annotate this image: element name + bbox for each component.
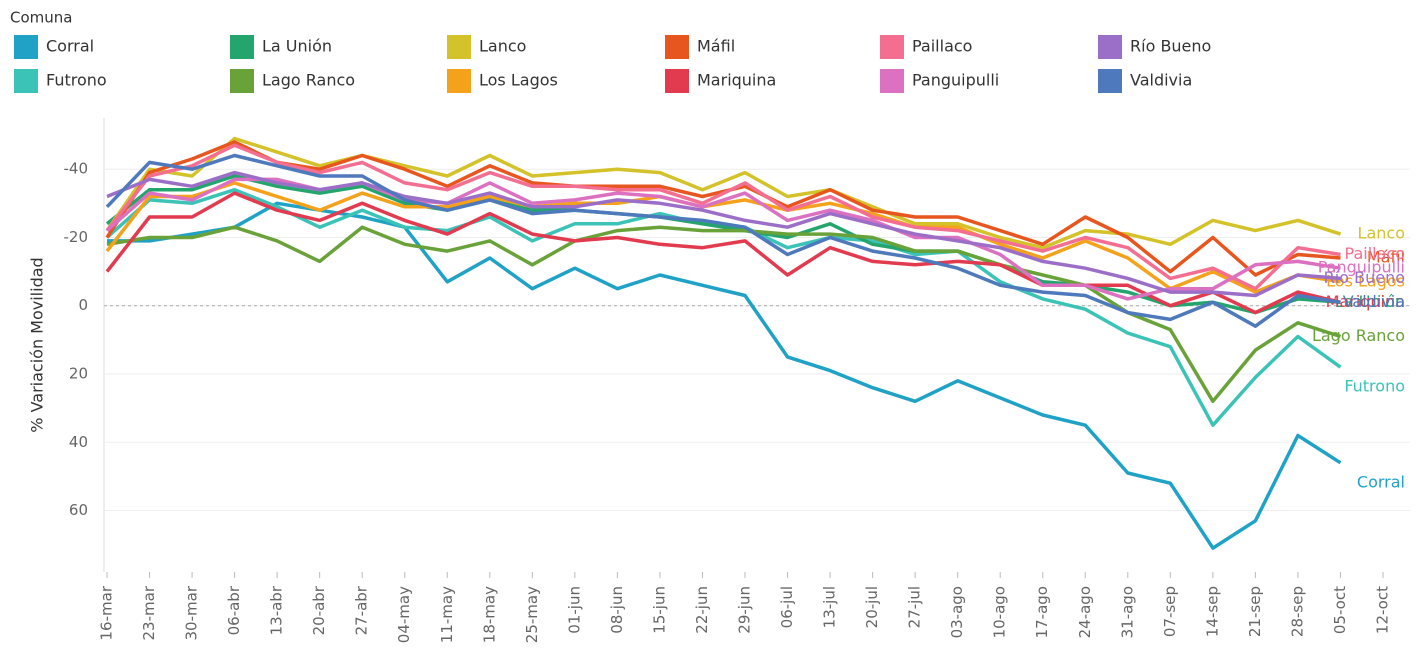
series-line (105, 181, 1341, 294)
series-end-label: Los Lagos (1326, 271, 1405, 290)
y-tick-label: 60 (69, 501, 88, 519)
series-end-label: Corral (1357, 472, 1405, 491)
x-tick-label: 01-jun (565, 586, 583, 634)
x-tick-label: 11-may (438, 586, 456, 643)
x-tick-label: 14-sep (1203, 586, 1221, 637)
legend-swatch (665, 69, 689, 93)
x-tick-label: 04-may (395, 586, 413, 643)
x-tick-label: 15-jun (650, 586, 668, 634)
x-tick-label: 20-abr (310, 585, 328, 635)
series-end-label: Mariquina (1326, 292, 1405, 311)
series-end-label: Valdivia (1343, 292, 1405, 311)
x-tick-label: 05-oct (1331, 586, 1349, 634)
legend-label: Panguipulli (912, 71, 999, 90)
series-end-label: La Unión (1335, 292, 1405, 311)
legend-label: Mariquina (697, 71, 776, 90)
x-tick-label: 12-oct (1374, 586, 1392, 634)
series-line (106, 170, 1341, 298)
legend-swatch (665, 35, 689, 59)
legend-label: Paillaco (912, 37, 972, 56)
series-line (105, 136, 1342, 250)
series-line (106, 225, 1342, 404)
series-end-label: Lanco (1358, 224, 1405, 243)
x-tick-label: 03-ago (948, 586, 966, 638)
series-end-label: Panguipulli (1318, 258, 1405, 277)
x-tick-label: 10-ago (991, 586, 1009, 638)
legend-swatch (447, 69, 471, 93)
x-tick-label: 23-mar (140, 585, 158, 640)
x-tick-label: 07-sep (1161, 586, 1179, 637)
legend-label: Lago Ranco (262, 71, 355, 90)
x-tick-label: 25-may (523, 586, 541, 643)
x-tick-label: 13-jul (821, 586, 839, 628)
x-tick-label: 13-abr (268, 585, 286, 635)
y-tick-label: 40 (69, 433, 88, 451)
series-line (105, 191, 1341, 315)
x-tick-label: 27-abr (353, 585, 371, 635)
x-tick-label: 28-sep (1288, 586, 1306, 637)
series-line (105, 153, 1341, 328)
x-tick-label: 31-ago (1118, 586, 1136, 638)
legend-label: Lanco (479, 37, 526, 56)
y-tick-label: 20 (69, 365, 88, 383)
x-tick-label: 27-jul (906, 586, 924, 628)
x-tick-label: 24-ago (1076, 586, 1094, 638)
x-tick-label: 20-jul (863, 586, 881, 628)
series-end-label: Máfil (1367, 247, 1405, 266)
series-end-label: Lago Ranco (1312, 326, 1405, 345)
y-tick-label: 0 (78, 296, 88, 314)
x-tick-label: 06-jul (778, 586, 796, 628)
legend-label: La Unión (262, 37, 332, 56)
y-tick-label: -20 (64, 228, 89, 246)
series-line (105, 140, 1341, 277)
legend-title: Comuna (10, 9, 72, 27)
series-line (105, 143, 1341, 291)
legend-swatch (880, 69, 904, 93)
x-tick-label: 22-jun (693, 586, 711, 634)
legend-label: Los Lagos (479, 71, 558, 90)
legend-swatch (1098, 35, 1122, 59)
x-tick-label: 06-abr (225, 585, 243, 635)
legend-swatch (230, 35, 254, 59)
x-tick-label: 30-mar (183, 585, 201, 640)
x-tick-label: 18-may (480, 586, 498, 643)
legend-swatch (447, 35, 471, 59)
x-tick-label: 29-jun (736, 586, 754, 634)
series-line (107, 201, 1342, 550)
x-tick-label: 17-ago (1033, 586, 1051, 638)
legend-label: Río Bueno (1130, 37, 1211, 56)
x-tick-label: 16-mar (98, 585, 116, 640)
y-tick-label: -40 (64, 160, 89, 178)
legend-swatch (14, 69, 38, 93)
x-tick-label: 08-jun (608, 586, 626, 634)
y-axis-label: % Variación Movilidad (28, 257, 47, 432)
legend-label: Valdivia (1130, 71, 1192, 90)
legend-label: Máfil (697, 37, 735, 56)
legend-label: Futrono (46, 71, 107, 90)
series-line (105, 174, 1341, 315)
legend-swatch (230, 69, 254, 93)
legend-swatch (14, 35, 38, 59)
legend-label: Corral (46, 37, 94, 56)
series-end-label: Futrono (1344, 377, 1405, 396)
legend-swatch (1098, 69, 1122, 93)
series-end-label: Paillaco (1345, 244, 1405, 263)
x-tick-label: 21-sep (1246, 586, 1264, 637)
legend-swatch (880, 35, 904, 59)
series-end-label: Río Bueno (1324, 268, 1405, 287)
